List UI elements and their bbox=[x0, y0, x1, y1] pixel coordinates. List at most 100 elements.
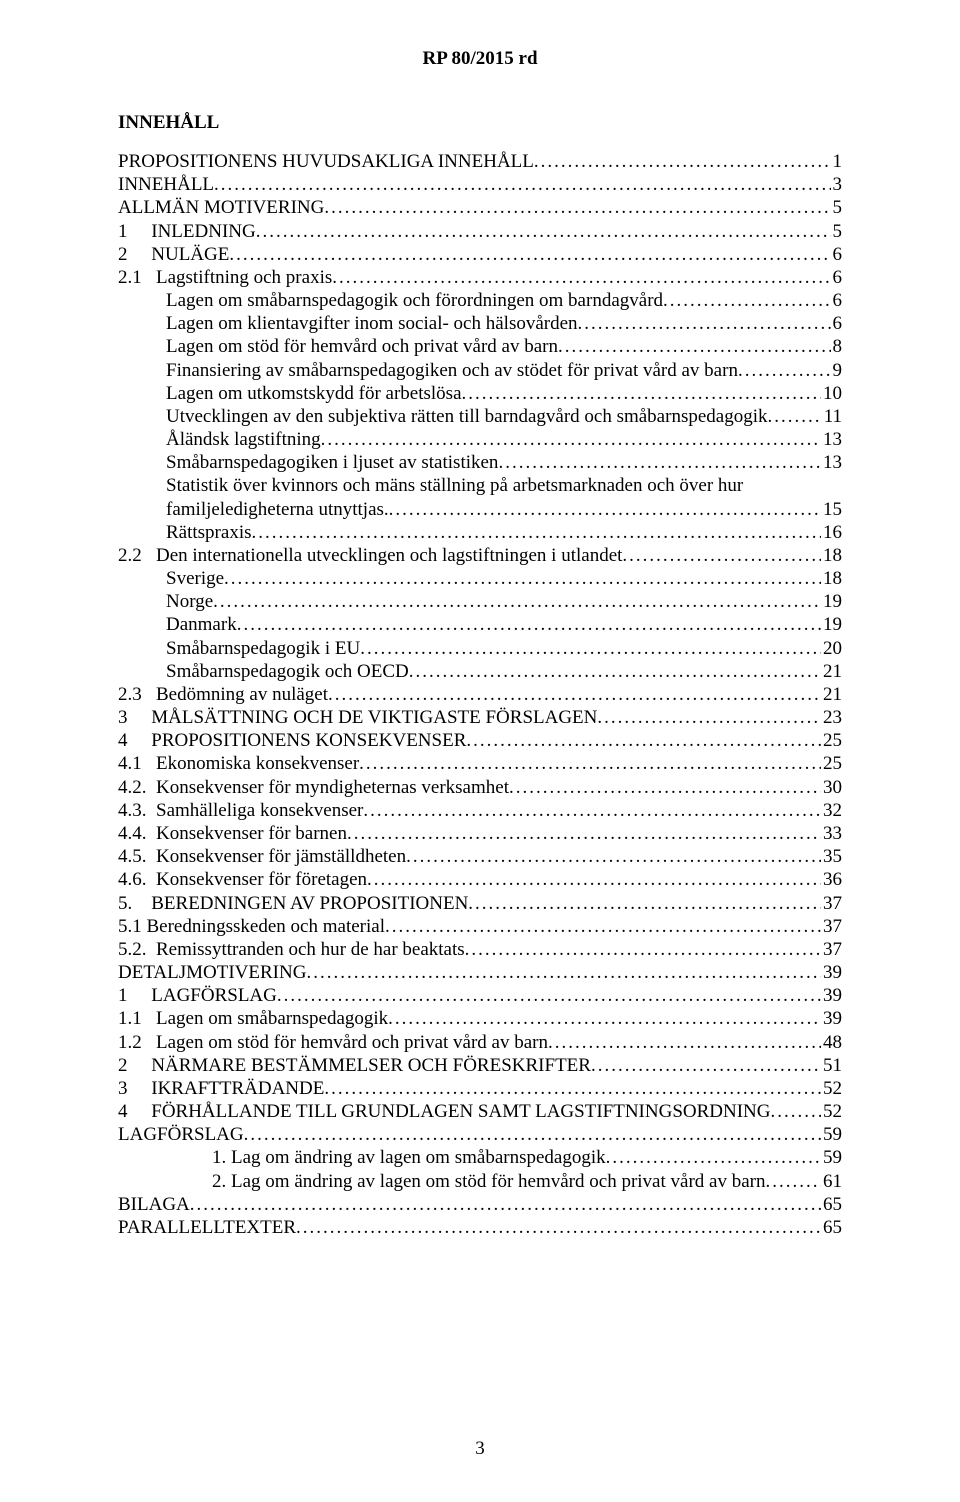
toc-entry-label: 2.2 Den internationella utvecklingen och… bbox=[118, 544, 622, 567]
document-page: RP 80/2015 rd INNEHÅLL PROPOSITIONENS HU… bbox=[0, 0, 960, 1502]
toc-row: Lagen om utkomstskydd för arbetslösa10 bbox=[118, 382, 842, 405]
toc-entry-label: PROPOSITIONENS HUVUDSAKLIGA INNEHÅLL bbox=[118, 150, 534, 173]
toc-entry-page: 39 bbox=[821, 984, 842, 1007]
toc-entry-page: 13 bbox=[821, 428, 842, 451]
toc-leader-dots bbox=[324, 1077, 821, 1100]
toc-row: Finansiering av småbarnspedagogiken och … bbox=[118, 359, 842, 382]
toc-leader-dots bbox=[237, 613, 821, 636]
toc-leader-dots bbox=[367, 868, 821, 891]
toc-entry-label: Åländsk lagstiftning bbox=[166, 428, 321, 451]
toc-entry-page: 65 bbox=[821, 1216, 842, 1239]
toc-entry-page: 3 bbox=[831, 173, 843, 196]
toc-leader-dots bbox=[256, 220, 831, 243]
toc-row: Sverige18 bbox=[118, 567, 842, 590]
toc-entry-label: Rättspraxis bbox=[166, 521, 252, 544]
toc-leader-dots bbox=[385, 915, 821, 938]
toc-row: BILAGA65 bbox=[118, 1193, 842, 1216]
toc-row: PARALLELLTEXTER 65 bbox=[118, 1216, 842, 1239]
toc-row: 5.1 Beredningsskeden och material 37 bbox=[118, 915, 842, 938]
toc-row: 3 IKRAFTTRÄDANDE 52 bbox=[118, 1077, 842, 1100]
toc-entry-label: 1. Lag om ändring av lagen om småbarnspe… bbox=[212, 1146, 606, 1169]
toc-entry-page: 18 bbox=[821, 567, 842, 590]
toc-entry-page: 59 bbox=[821, 1123, 842, 1146]
toc-entry-label: 2. Lag om ändring av lagen om stöd för h… bbox=[212, 1170, 765, 1193]
toc-entry-label: Utvecklingen av den subjektiva rätten ti… bbox=[166, 405, 767, 428]
toc-entry-page: 20 bbox=[821, 637, 842, 660]
toc-entry-label: PARALLELLTEXTER bbox=[118, 1216, 296, 1239]
toc-entry-page: 8 bbox=[831, 335, 843, 358]
toc-row: INNEHÅLL3 bbox=[118, 173, 842, 196]
toc-entry-label: familjeledigheterna utnyttjas. bbox=[166, 498, 389, 521]
toc-entry-label: Lagen om stöd för hemvård och privat vår… bbox=[166, 335, 558, 358]
toc-entry-label: 3 IKRAFTTRÄDANDE bbox=[118, 1077, 324, 1100]
toc-entry-label: 4.3. Samhälleliga konsekvenser bbox=[118, 799, 363, 822]
toc-entry-page: 25 bbox=[821, 752, 842, 775]
toc-entry-label: LAGFÖRSLAG bbox=[118, 1123, 244, 1146]
toc-entry-page: 5 bbox=[831, 196, 843, 219]
toc-entry-label: 4 FÖRHÅLLANDE TILL GRUNDLAGEN SAMT LAGST… bbox=[118, 1100, 771, 1123]
toc-row: PROPOSITIONENS HUVUDSAKLIGA INNEHÅLL1 bbox=[118, 150, 842, 173]
toc-entry-label: 1.2 Lagen om stöd för hemvård och privat… bbox=[118, 1031, 548, 1054]
toc-row: 3 MÅLSÄTTNING OCH DE VIKTIGASTE FÖRSLAGE… bbox=[118, 706, 842, 729]
toc-entry-page: 6 bbox=[831, 289, 843, 312]
toc-leader-dots bbox=[321, 428, 821, 451]
toc-entry-page: 52 bbox=[821, 1100, 842, 1123]
toc-leader-dots bbox=[306, 961, 821, 984]
toc-row: 2.2 Den internationella utvecklingen och… bbox=[118, 544, 842, 567]
toc-entry-label: 4.1 Ekonomiska konsekvenser bbox=[118, 752, 359, 775]
toc-entry-page: 36 bbox=[821, 868, 842, 891]
toc-entry-label: 2 NÄRMARE BESTÄMMELSER OCH FÖRESKRIFTER bbox=[118, 1054, 591, 1077]
toc-entry-label: 1 LAGFÖRSLAG bbox=[118, 984, 277, 1007]
toc-leader-dots bbox=[468, 892, 821, 915]
toc-entry-page: 37 bbox=[821, 892, 842, 915]
document-header: RP 80/2015 rd bbox=[118, 48, 842, 70]
toc-leader-dots bbox=[347, 822, 821, 845]
toc-entry-label: 1 INLEDNING bbox=[118, 220, 256, 243]
toc-entry-page: 35 bbox=[821, 845, 842, 868]
toc-leader-dots bbox=[388, 1007, 821, 1030]
toc-row: 2. Lag om ändring av lagen om stöd för h… bbox=[118, 1170, 842, 1193]
toc-row: 5.2. Remissyttranden och hur de har beak… bbox=[118, 938, 842, 961]
toc-entry-page: 52 bbox=[821, 1077, 842, 1100]
toc-entry-page: 25 bbox=[821, 729, 842, 752]
toc-entry-page: 19 bbox=[821, 590, 842, 613]
toc-entry-page: 51 bbox=[821, 1054, 842, 1077]
toc-entry-label: 3 MÅLSÄTTNING OCH DE VIKTIGASTE FÖRSLAGE… bbox=[118, 706, 597, 729]
toc-leader-dots bbox=[252, 521, 822, 544]
toc-entry-label: 2.3 Bedömning av nuläget bbox=[118, 683, 328, 706]
toc-row: 1 LAGFÖRSLAG 39 bbox=[118, 984, 842, 1007]
toc-row: 2.1 Lagstiftning och praxis6 bbox=[118, 266, 842, 289]
toc-entry-page: 15 bbox=[821, 498, 842, 521]
toc-leader-dots bbox=[534, 150, 831, 173]
toc-row: Lagen om klientavgifter inom social- och… bbox=[118, 312, 842, 335]
toc-leader-dots bbox=[462, 382, 821, 405]
toc-entry-page: 48 bbox=[821, 1031, 842, 1054]
toc-entry-label: Småbarnspedagogik i EU bbox=[166, 637, 360, 660]
toc-leader-dots bbox=[591, 1054, 821, 1077]
toc-entry-label: 2 NULÄGE bbox=[118, 243, 229, 266]
toc-row: 2.3 Bedömning av nuläget21 bbox=[118, 683, 842, 706]
toc-entry-label: DETALJMOTIVERING bbox=[118, 961, 306, 984]
toc-entry-label: 5.2. Remissyttranden och hur de har beak… bbox=[118, 938, 465, 961]
toc-entry-page: 9 bbox=[831, 359, 843, 382]
toc-row: familjeledigheterna utnyttjas. 15 bbox=[118, 498, 842, 521]
toc-leader-dots bbox=[214, 173, 830, 196]
toc-entry-label: 5.1 Beredningsskeden och material bbox=[118, 915, 385, 938]
toc-entry-page: 33 bbox=[821, 822, 842, 845]
toc-entry-label: Småbarnspedagogik och OECD bbox=[166, 660, 409, 683]
toc-leader-dots bbox=[389, 498, 821, 521]
toc-leader-dots bbox=[328, 683, 821, 706]
toc-row: ALLMÄN MOTIVERING5 bbox=[118, 196, 842, 219]
toc-entry-page: 37 bbox=[821, 915, 842, 938]
toc-row: 2 NULÄGE6 bbox=[118, 243, 842, 266]
toc-row: Statistik över kvinnors och mäns ställni… bbox=[118, 474, 842, 497]
toc-entry-page: 13 bbox=[821, 451, 842, 474]
toc-entry-page: 11 bbox=[822, 405, 842, 428]
toc-entry-label: 4.2. Konsekvenser för myndigheternas ver… bbox=[118, 776, 509, 799]
toc-row: 2 NÄRMARE BESTÄMMELSER OCH FÖRESKRIFTER 5… bbox=[118, 1054, 842, 1077]
toc-entry-page: 61 bbox=[821, 1170, 842, 1193]
toc-entry-page: 19 bbox=[821, 613, 842, 636]
toc-leader-dots bbox=[767, 405, 821, 428]
toc-entry-page: 65 bbox=[821, 1193, 842, 1216]
toc-entry-label: 2.1 Lagstiftning och praxis bbox=[118, 266, 332, 289]
